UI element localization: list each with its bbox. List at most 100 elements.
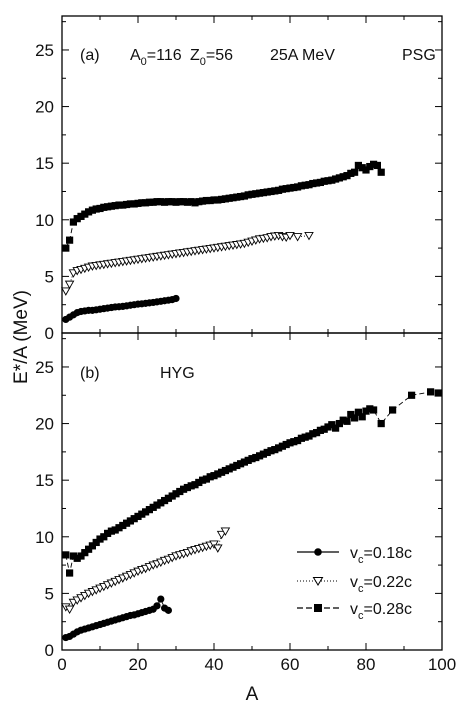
point-vc028-b [115, 524, 123, 532]
point-vc028-b [248, 455, 256, 463]
y-tick-label-b: 20 [35, 415, 54, 434]
y-tick-label-b: 25 [35, 358, 54, 377]
point-vc028-a [324, 177, 332, 185]
y-tick-label-a: 15 [35, 154, 54, 173]
point-vc028-b [316, 426, 324, 434]
point-vc028-a [130, 200, 138, 208]
point-vc028-a [290, 183, 298, 192]
point-vc028-a [259, 189, 267, 197]
panel-b-model-label: HYG [160, 365, 195, 382]
point-vc028-a [145, 198, 153, 206]
panel-a: 0 5 10 15 20 25 [35, 15, 443, 343]
point-vc028-a [187, 198, 195, 206]
point-vc028-b [320, 425, 328, 433]
y-tick-label-b: 0 [45, 641, 54, 660]
point-vc028-b [149, 503, 157, 511]
point-vc028-b [191, 481, 199, 489]
point-vc028-b [66, 569, 74, 577]
point-vc028-a [214, 196, 222, 204]
point-vc018-b [164, 606, 172, 614]
point-vc028-a [142, 199, 150, 207]
point-vc028-b [408, 391, 416, 399]
legend-label-vc018: vc=0.18c [350, 545, 412, 566]
point-vc028-a [252, 190, 260, 198]
legend-marker-vc028 [314, 604, 322, 612]
point-vc022-b [220, 527, 231, 536]
point-vc028-a [351, 168, 359, 176]
point-vc028-a [263, 188, 271, 196]
point-vc028-b [237, 460, 245, 468]
point-vc028-a [92, 205, 100, 213]
point-vc028-b [100, 533, 108, 541]
point-vc028-b [104, 529, 112, 537]
panel-a-energy-label: 25A MeV [270, 47, 335, 64]
point-vc028-a [66, 236, 74, 244]
point-vc028-b [62, 551, 70, 559]
point-vc028-a [354, 161, 362, 170]
point-vc022-a [285, 231, 295, 241]
point-vc028-a [343, 172, 351, 180]
point-vc028-a [210, 196, 218, 204]
point-vc028-b [332, 424, 340, 432]
point-vc028-b [130, 515, 138, 523]
point-vc028-b [142, 508, 150, 516]
point-vc028-a [233, 193, 241, 201]
y-tick-label-a: 0 [45, 324, 54, 343]
point-vc028-b [278, 442, 286, 450]
point-vc028-b [161, 496, 169, 505]
point-vc028-a [335, 174, 343, 182]
point-vc028-b [313, 429, 321, 437]
point-vc028-b [339, 416, 347, 424]
point-vc028-b [88, 542, 96, 550]
point-vc028-b [195, 478, 203, 487]
point-vc022-b [209, 540, 219, 549]
point-vc028-b [309, 430, 317, 438]
point-vc028-b [351, 414, 359, 422]
point-vc028-b [199, 476, 207, 484]
point-vc028-b [271, 446, 279, 454]
point-vc028-b [187, 482, 195, 490]
point-vc028-b [427, 388, 435, 396]
point-vc028-a [370, 160, 378, 168]
point-vc028-a [309, 179, 317, 188]
point-vc028-a [81, 210, 89, 218]
legend-label-vc022: vc=0.22c [350, 574, 412, 595]
panel-a-charge-label: Z0=56 [190, 47, 233, 68]
point-vc028-b [290, 438, 298, 446]
point-vc028-a [168, 198, 176, 206]
y-tick-label-b: 15 [35, 471, 54, 490]
x-tick-label: 40 [205, 655, 224, 674]
x-tick-label: 80 [357, 655, 376, 674]
point-vc028-b [145, 506, 153, 514]
point-vc028-b [123, 519, 131, 527]
point-vc028-a [294, 183, 302, 191]
panel-b: 0 5 10 15 20 25 0 20 40 60 80 100 [35, 332, 456, 674]
point-vc028-a [126, 200, 134, 208]
point-vc028-b [85, 545, 93, 553]
point-vc028-a [191, 199, 199, 207]
point-vc028-a [358, 164, 366, 172]
point-vc028-b [297, 434, 305, 442]
point-vc018-a [172, 294, 180, 303]
point-vc028-b [305, 432, 313, 440]
point-vc028-a [115, 201, 123, 209]
point-vc022-b [64, 605, 75, 614]
point-vc028-a [256, 189, 264, 197]
point-vc028-b [92, 538, 100, 547]
panel-b-label: (b) [80, 365, 100, 382]
point-vc028-b [81, 549, 89, 557]
point-vc028-b [153, 501, 161, 509]
point-vc028-b [324, 423, 332, 431]
point-vc028-a [362, 166, 370, 174]
point-vc028-a [377, 168, 385, 176]
point-vc028-b [210, 472, 218, 480]
point-vc028-a [282, 185, 290, 193]
y-tick-label-b: 5 [45, 584, 54, 603]
point-vc028-b [164, 494, 172, 502]
point-vc028-b [267, 447, 275, 455]
point-vc028-b [389, 406, 397, 414]
point-vc028-a [85, 208, 93, 216]
point-vc028-a [248, 190, 256, 198]
point-vc028-b [176, 487, 184, 496]
point-vc028-a [221, 195, 229, 203]
